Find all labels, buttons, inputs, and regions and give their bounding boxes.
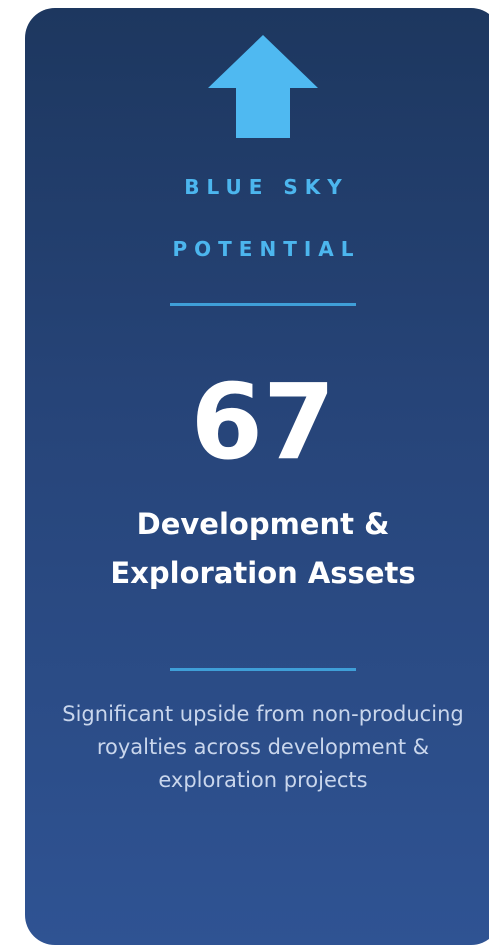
card [25, 8, 489, 945]
description: Significant upside from non-producing ro… [62, 702, 464, 792]
stat-heading: Development & Exploration Assets [110, 507, 416, 590]
divider [170, 668, 356, 671]
kicker: POTENTIAL [172, 237, 361, 261]
divider [170, 303, 356, 306]
kicker: BLUE SKY [184, 175, 349, 199]
up-arrow-icon [208, 35, 318, 138]
stat-number: 67 [190, 361, 336, 483]
